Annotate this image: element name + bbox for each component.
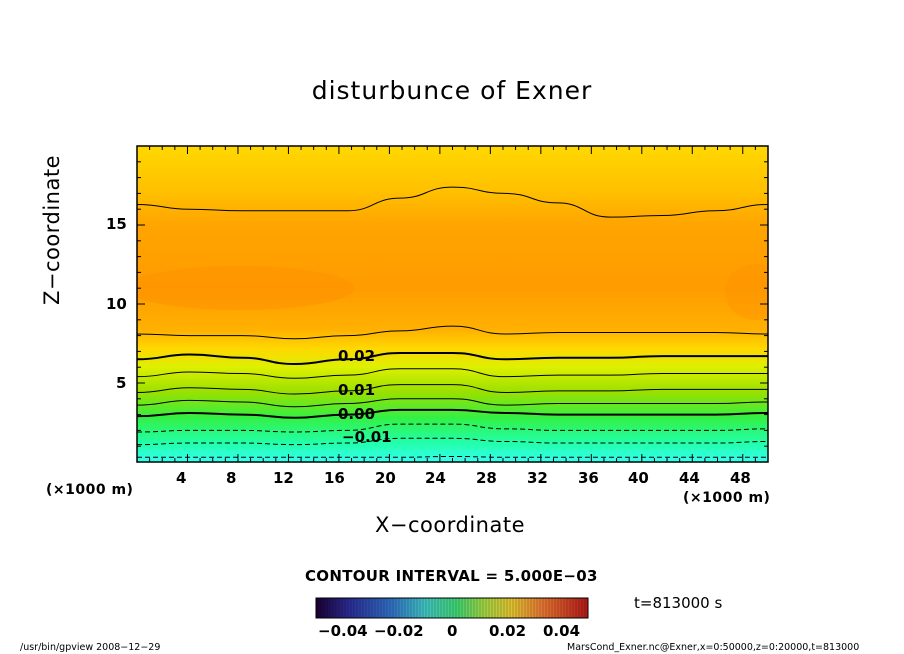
contour-line [137, 368, 768, 379]
y-tick-label: 5 [116, 374, 127, 392]
x-tick-label: 12 [273, 469, 294, 487]
axis-ticks [136, 145, 769, 463]
contour-lines [137, 186, 768, 458]
y-tick-label: 10 [106, 295, 127, 313]
x-tick-label: 36 [578, 469, 599, 487]
time-label: t=813000 s [634, 594, 723, 612]
x-tick-label: 20 [375, 469, 396, 487]
colorbar-tick-label: 0.02 [489, 622, 527, 640]
x-tick-label: 4 [176, 469, 187, 487]
field-minimum-right [725, 264, 768, 320]
colorbar-frame [315, 597, 589, 619]
x-tick-label: 44 [679, 469, 700, 487]
contour-line [137, 398, 768, 408]
colorbar-tick-label: 0 [447, 622, 458, 640]
contour-interval-text: CONTOUR INTERVAL = 5.000E−03 [305, 567, 598, 585]
colorbar [316, 598, 588, 618]
x-tick-label: 28 [476, 469, 497, 487]
contour-line [137, 408, 768, 419]
contour-line [137, 351, 768, 366]
x-tick-label: 24 [425, 469, 446, 487]
y-axis-label: Z−coordinate [40, 155, 64, 305]
colorbar-tick-label: −0.04 [318, 622, 368, 640]
x-tick-label: 48 [730, 469, 751, 487]
contour-line [137, 455, 768, 458]
x-unit-label: (×1000 m) [683, 490, 771, 506]
contour-label: 0.02 [338, 347, 376, 365]
contour-label: 0.00 [338, 405, 376, 423]
footer-left: /usr/bin/gpview 2008−12−29 [20, 642, 161, 653]
chart-title: disturbunce of Exner [311, 76, 593, 105]
colorbar-tick-label: −0.02 [374, 622, 424, 640]
x-tick-label: 32 [527, 469, 548, 487]
x-tick-label: 8 [226, 469, 237, 487]
x-tick-label: 16 [324, 469, 345, 487]
y-unit-label: (×1000 m) [46, 482, 134, 498]
colorbar-tick-label: 0.04 [543, 622, 581, 640]
footer-right: MarsCond_Exner.nc@Exner,x=0:50000,z=0:20… [567, 642, 860, 653]
contour-label: 0.01 [338, 381, 376, 399]
field-minimum-left [137, 266, 355, 310]
contour-line [137, 186, 768, 218]
colorbar-stripes [317, 598, 586, 618]
contour-label: −0.01 [342, 428, 392, 446]
contour-line [137, 423, 768, 433]
y-tick-label: 15 [106, 215, 127, 233]
contour-line [137, 384, 768, 395]
x-axis-label: X−coordinate [375, 513, 525, 537]
x-tick-label: 40 [628, 469, 649, 487]
contour-line [137, 325, 768, 340]
contour-line [137, 437, 768, 446]
